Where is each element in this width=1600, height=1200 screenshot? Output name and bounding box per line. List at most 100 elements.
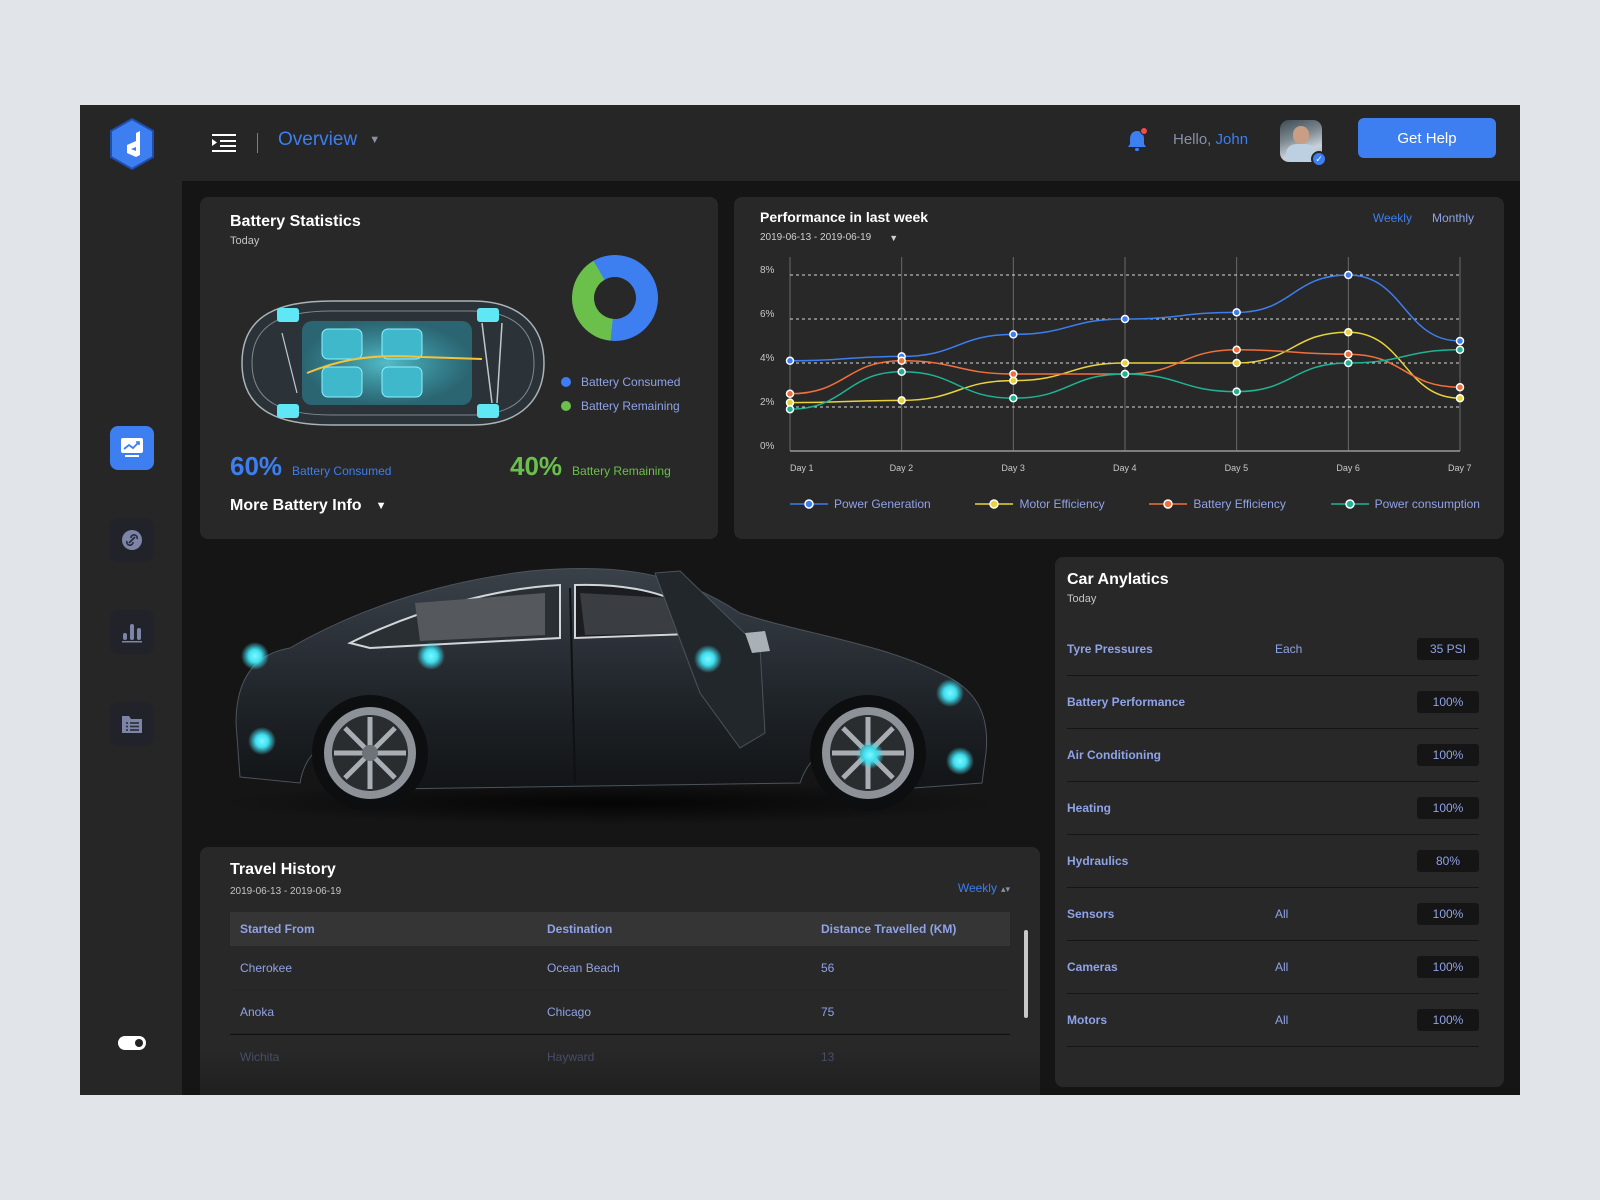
battery-statistics-card: Battery Statistics Today: [200, 197, 718, 539]
metric-value[interactable]: 100%: [1417, 956, 1479, 978]
performance-line-chart: 0% 2% 4% 6% 8% Day 1 Day 2 Day 3 Day 4 Day 5 Day 6…: [760, 257, 1472, 473]
verified-check-icon: ✓: [1311, 151, 1327, 167]
logo-icon[interactable]: [108, 117, 156, 171]
cell-distance: 75: [821, 1004, 835, 1019]
tab-weekly[interactable]: Weekly: [1372, 211, 1412, 225]
cell-started-from: Wichita: [240, 1049, 280, 1064]
table-scrollbar[interactable]: [1024, 930, 1028, 1018]
svg-text:Day 1: Day 1: [790, 463, 814, 473]
analytics-row-hydraulics: Hydraulics 80%: [1067, 835, 1479, 888]
sensor-glow-points: [241, 642, 974, 775]
svg-text:0%: 0%: [760, 441, 775, 452]
toggle-knob: [135, 1039, 143, 1047]
metric-value[interactable]: 100%: [1417, 797, 1479, 819]
legend-line-marker-icon: [1149, 499, 1188, 509]
chevron-down-icon: ▼: [369, 134, 381, 146]
legend-item[interactable]: Battery Efficiency: [1149, 497, 1286, 511]
metric-scope: All: [1275, 907, 1289, 921]
legend-item[interactable]: Power Generation: [790, 497, 931, 511]
consumed-stat: 60% Battery Consumed: [230, 451, 391, 482]
performance-card: Performance in last week 2019-06-13 - 20…: [734, 197, 1504, 539]
avatar-face: [1293, 126, 1309, 144]
metric-name: Heating: [1067, 801, 1112, 815]
metric-value[interactable]: 100%: [1417, 691, 1479, 713]
remaining-stat: 40% Battery Remaining: [510, 451, 671, 482]
legend-item-consumed: Battery Consumed: [561, 375, 680, 389]
greeting: Hello, John: [1173, 131, 1248, 148]
table-row[interactable]: Wichita Hayward 13: [230, 1034, 1010, 1078]
svg-text:Day 3: Day 3: [1001, 463, 1025, 473]
metric-value[interactable]: 100%: [1417, 1009, 1479, 1031]
sidebar-item-overview[interactable]: [110, 426, 154, 470]
metric-name: Tyre Pressures: [1067, 642, 1153, 656]
legend-line-marker-icon: [790, 499, 828, 509]
analytics-row-cameras: Cameras All 100%: [1067, 941, 1479, 994]
period-select-label: Weekly: [957, 881, 997, 895]
divider: [257, 133, 258, 153]
more-battery-info-dropdown[interactable]: More Battery Info ▼: [230, 497, 386, 515]
legend-line-marker-icon: [975, 499, 1014, 509]
metric-name: Cameras: [1067, 960, 1118, 974]
analytics-row-motors: Motors All 100%: [1067, 994, 1479, 1047]
metric-scope: Each: [1275, 642, 1303, 656]
period-toggle: Weekly Monthly: [1373, 211, 1474, 225]
sidebar-item-statistics[interactable]: [110, 610, 154, 654]
legend-item-remaining: Battery Remaining: [561, 399, 680, 413]
svg-text:Day 7: Day 7: [1448, 463, 1472, 473]
page-dropdown[interactable]: Overview ▼: [278, 129, 380, 151]
table-row[interactable]: Cherokee Ocean Beach 56: [230, 946, 1010, 990]
chevron-down-icon: ▼: [889, 232, 899, 243]
sidebar-item-reports[interactable]: [110, 702, 154, 746]
metric-value[interactable]: 80%: [1417, 850, 1479, 872]
car-side-view-image: [220, 567, 1000, 825]
car-analytics-card: Car Anylatics Today Tyre Pressures Each …: [1055, 557, 1504, 1087]
cell-started-from: Anoka: [240, 1004, 275, 1019]
car-xray-top-view: [241, 300, 545, 426]
get-help-button[interactable]: Get Help: [1358, 118, 1496, 158]
theme-toggle[interactable]: [118, 1036, 146, 1050]
card-subtitle: Today: [1067, 593, 1097, 605]
legend-dot: [561, 377, 571, 387]
card-title: Performance in last week: [760, 209, 929, 225]
analytics-row-heating: Heating 100%: [1067, 782, 1479, 835]
svg-text:6%: 6%: [760, 309, 775, 320]
card-subtitle: Today: [230, 235, 260, 247]
menu-toggle-icon[interactable]: [212, 133, 236, 153]
cell-destination: Ocean Beach: [547, 960, 620, 975]
battery-donut-chart: [556, 239, 674, 357]
metric-value[interactable]: 100%: [1417, 744, 1479, 766]
table-header: Started From Destination Distance Travel…: [230, 912, 1010, 946]
tab-monthly[interactable]: Monthly: [1431, 211, 1474, 225]
column-header-started-from[interactable]: Started From: [240, 922, 315, 936]
consumed-label: Battery Consumed: [292, 464, 392, 478]
column-header-destination[interactable]: Destination: [547, 922, 613, 936]
card-title: Travel History: [230, 861, 336, 878]
svg-text:4%: 4%: [760, 353, 775, 364]
cell-distance: 13: [821, 1049, 835, 1064]
notification-bell-icon[interactable]: [1125, 127, 1149, 153]
date-range: 2019-06-13 - 2019-06-19: [230, 886, 342, 897]
legend-item[interactable]: Motor Efficiency: [975, 497, 1105, 511]
column-header-distance[interactable]: Distance Travelled (KM): [821, 922, 957, 936]
more-info-label: More Battery Info: [230, 497, 362, 514]
legend-label: Battery Remaining: [581, 399, 680, 413]
cell-destination: Chicago: [547, 1004, 592, 1019]
card-title: Battery Statistics: [230, 213, 361, 230]
legend-label: Battery Consumed: [581, 375, 681, 389]
metric-name: Sensors: [1067, 907, 1115, 921]
table-row[interactable]: Anoka Chicago 75: [230, 990, 1010, 1034]
rear-wheel: [312, 695, 428, 811]
svg-text:Day 6: Day 6: [1336, 463, 1360, 473]
sidebar-item-connections[interactable]: [110, 518, 154, 562]
metric-value[interactable]: 100%: [1417, 903, 1479, 925]
period-select[interactable]: Weekly ▴▾: [958, 881, 1010, 895]
analytics-row-sensors: Sensors All 100%: [1067, 888, 1479, 941]
legend-label: Power consumption: [1374, 497, 1480, 511]
legend-item[interactable]: Power consumption: [1330, 497, 1480, 511]
date-range-dropdown[interactable]: 2019-06-13 - 2019-06-19 ▼: [760, 232, 928, 243]
legend-line-marker-icon: [1330, 499, 1369, 509]
greeting-text: Hello,: [1173, 131, 1212, 148]
metric-value[interactable]: 35 PSI: [1417, 638, 1479, 660]
user-avatar[interactable]: ✓: [1280, 120, 1327, 167]
metric-name: Hydraulics: [1067, 854, 1129, 868]
